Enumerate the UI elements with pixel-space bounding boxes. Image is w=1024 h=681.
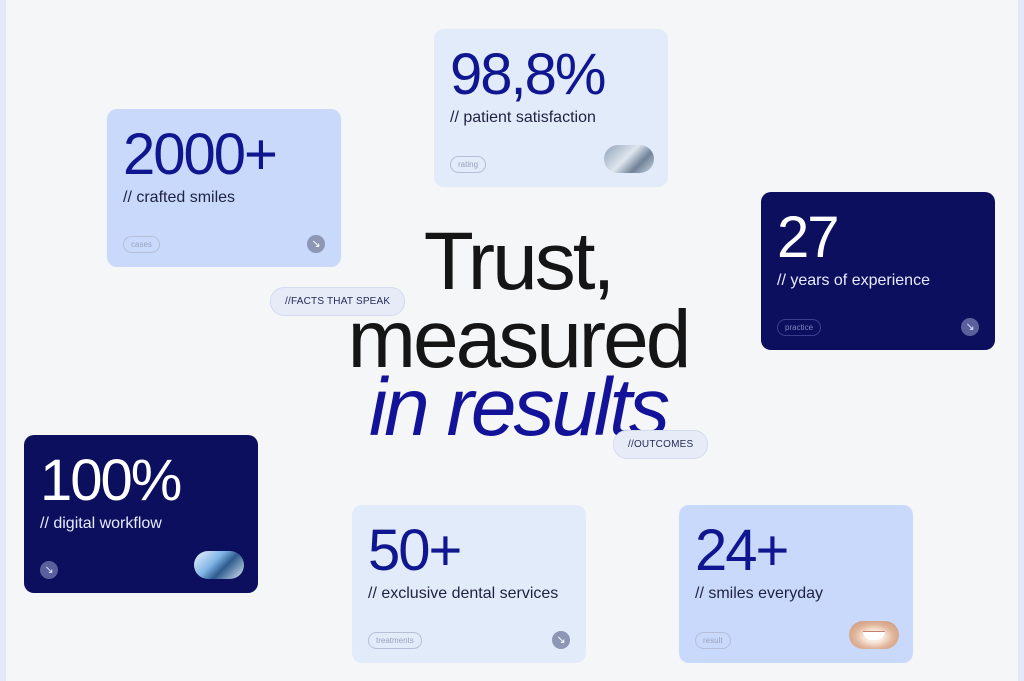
stat-label: // digital workflow — [40, 515, 162, 532]
dental-tech-photo — [194, 551, 244, 579]
stat-value: 27 — [777, 205, 840, 270]
arrow-down-right-icon[interactable]: ↘ — [961, 318, 979, 336]
stat-card-digital: 100% // digital workflow ↘ — [24, 435, 258, 593]
stat-label: // exclusive dental services — [368, 585, 559, 602]
stat-value: 98,8% — [450, 42, 606, 107]
arrow-down-right-icon[interactable]: ↘ — [307, 235, 325, 253]
stat-card-years: 27 // years of experience practice ↘ — [761, 192, 995, 350]
stat-tag: practice — [777, 319, 822, 336]
stat-label: // crafted smiles — [123, 189, 236, 206]
stat-card-satisfaction: 98,8% // patient satisfaction rating — [434, 29, 668, 187]
stat-tag: result — [695, 632, 731, 649]
stat-card-smiles: 2000+ // crafted smiles cases ↘ — [107, 109, 341, 267]
outcomes-pill: //OUTCOMES — [613, 430, 709, 459]
stat-card-everyday: 24+ // smiles everyday result — [679, 505, 913, 663]
smile-photo — [849, 621, 899, 649]
stat-label: // smiles everyday — [695, 585, 824, 602]
stat-tag: treatments — [368, 632, 422, 649]
arrow-down-right-icon[interactable]: ↘ — [40, 561, 58, 579]
arrow-down-right-icon[interactable]: ↘ — [552, 631, 570, 649]
stat-value: 2000+ — [123, 122, 278, 187]
headline-line-2: measured — [347, 294, 692, 385]
stat-value: 100% — [40, 448, 182, 513]
stat-value: 24+ — [695, 518, 789, 583]
headline-line-1: Trust, — [423, 216, 616, 307]
facts-pill: //FACTS THAT SPEAK — [270, 287, 406, 316]
stat-label: // years of experience — [777, 272, 930, 289]
stat-tag: rating — [450, 156, 487, 173]
stat-label: // patient satisfaction — [450, 109, 596, 126]
clinic-photo — [604, 145, 654, 173]
stat-value: 50+ — [368, 518, 462, 583]
stat-tag: cases — [123, 236, 160, 253]
stat-card-services: 50+ // exclusive dental services treatme… — [352, 505, 586, 663]
